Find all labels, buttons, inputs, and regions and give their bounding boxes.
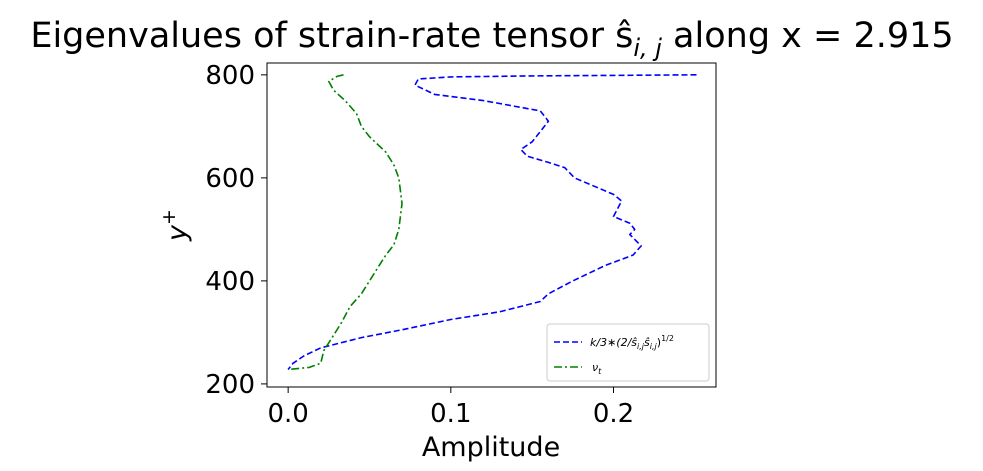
series-layer	[287, 74, 697, 371]
y-axis-label: y+	[158, 209, 193, 242]
legend: k/3∗(2/ŝi,jŝi,j)1/2 νt	[546, 323, 710, 382]
x-tick-label: 0.2	[593, 399, 634, 429]
chart-title: Eigenvalues of strain-rate tensor ŝi, j …	[30, 16, 953, 62]
x-tick-label: 0.0	[267, 399, 308, 429]
y-tick-label: 200	[205, 370, 255, 400]
series-line-green	[288, 74, 403, 371]
y-tick-label: 400	[205, 267, 255, 297]
legend-box	[546, 323, 710, 382]
x-axis-label: Amplitude	[422, 432, 560, 463]
y-ticks: 200 400 600 800	[205, 61, 267, 400]
x-tick-label: 0.1	[430, 399, 471, 429]
legend-label-blue: k/3∗(2/ŝi,jŝi,j)1/2	[590, 334, 674, 351]
plot-frame	[266, 62, 717, 388]
legend-label-green: νt	[592, 361, 602, 376]
y-tick-label: 800	[205, 61, 255, 91]
y-tick-label: 600	[205, 164, 255, 194]
x-ticks: 0.0 0.1 0.2	[267, 387, 634, 429]
series-line-blue	[287, 74, 697, 370]
